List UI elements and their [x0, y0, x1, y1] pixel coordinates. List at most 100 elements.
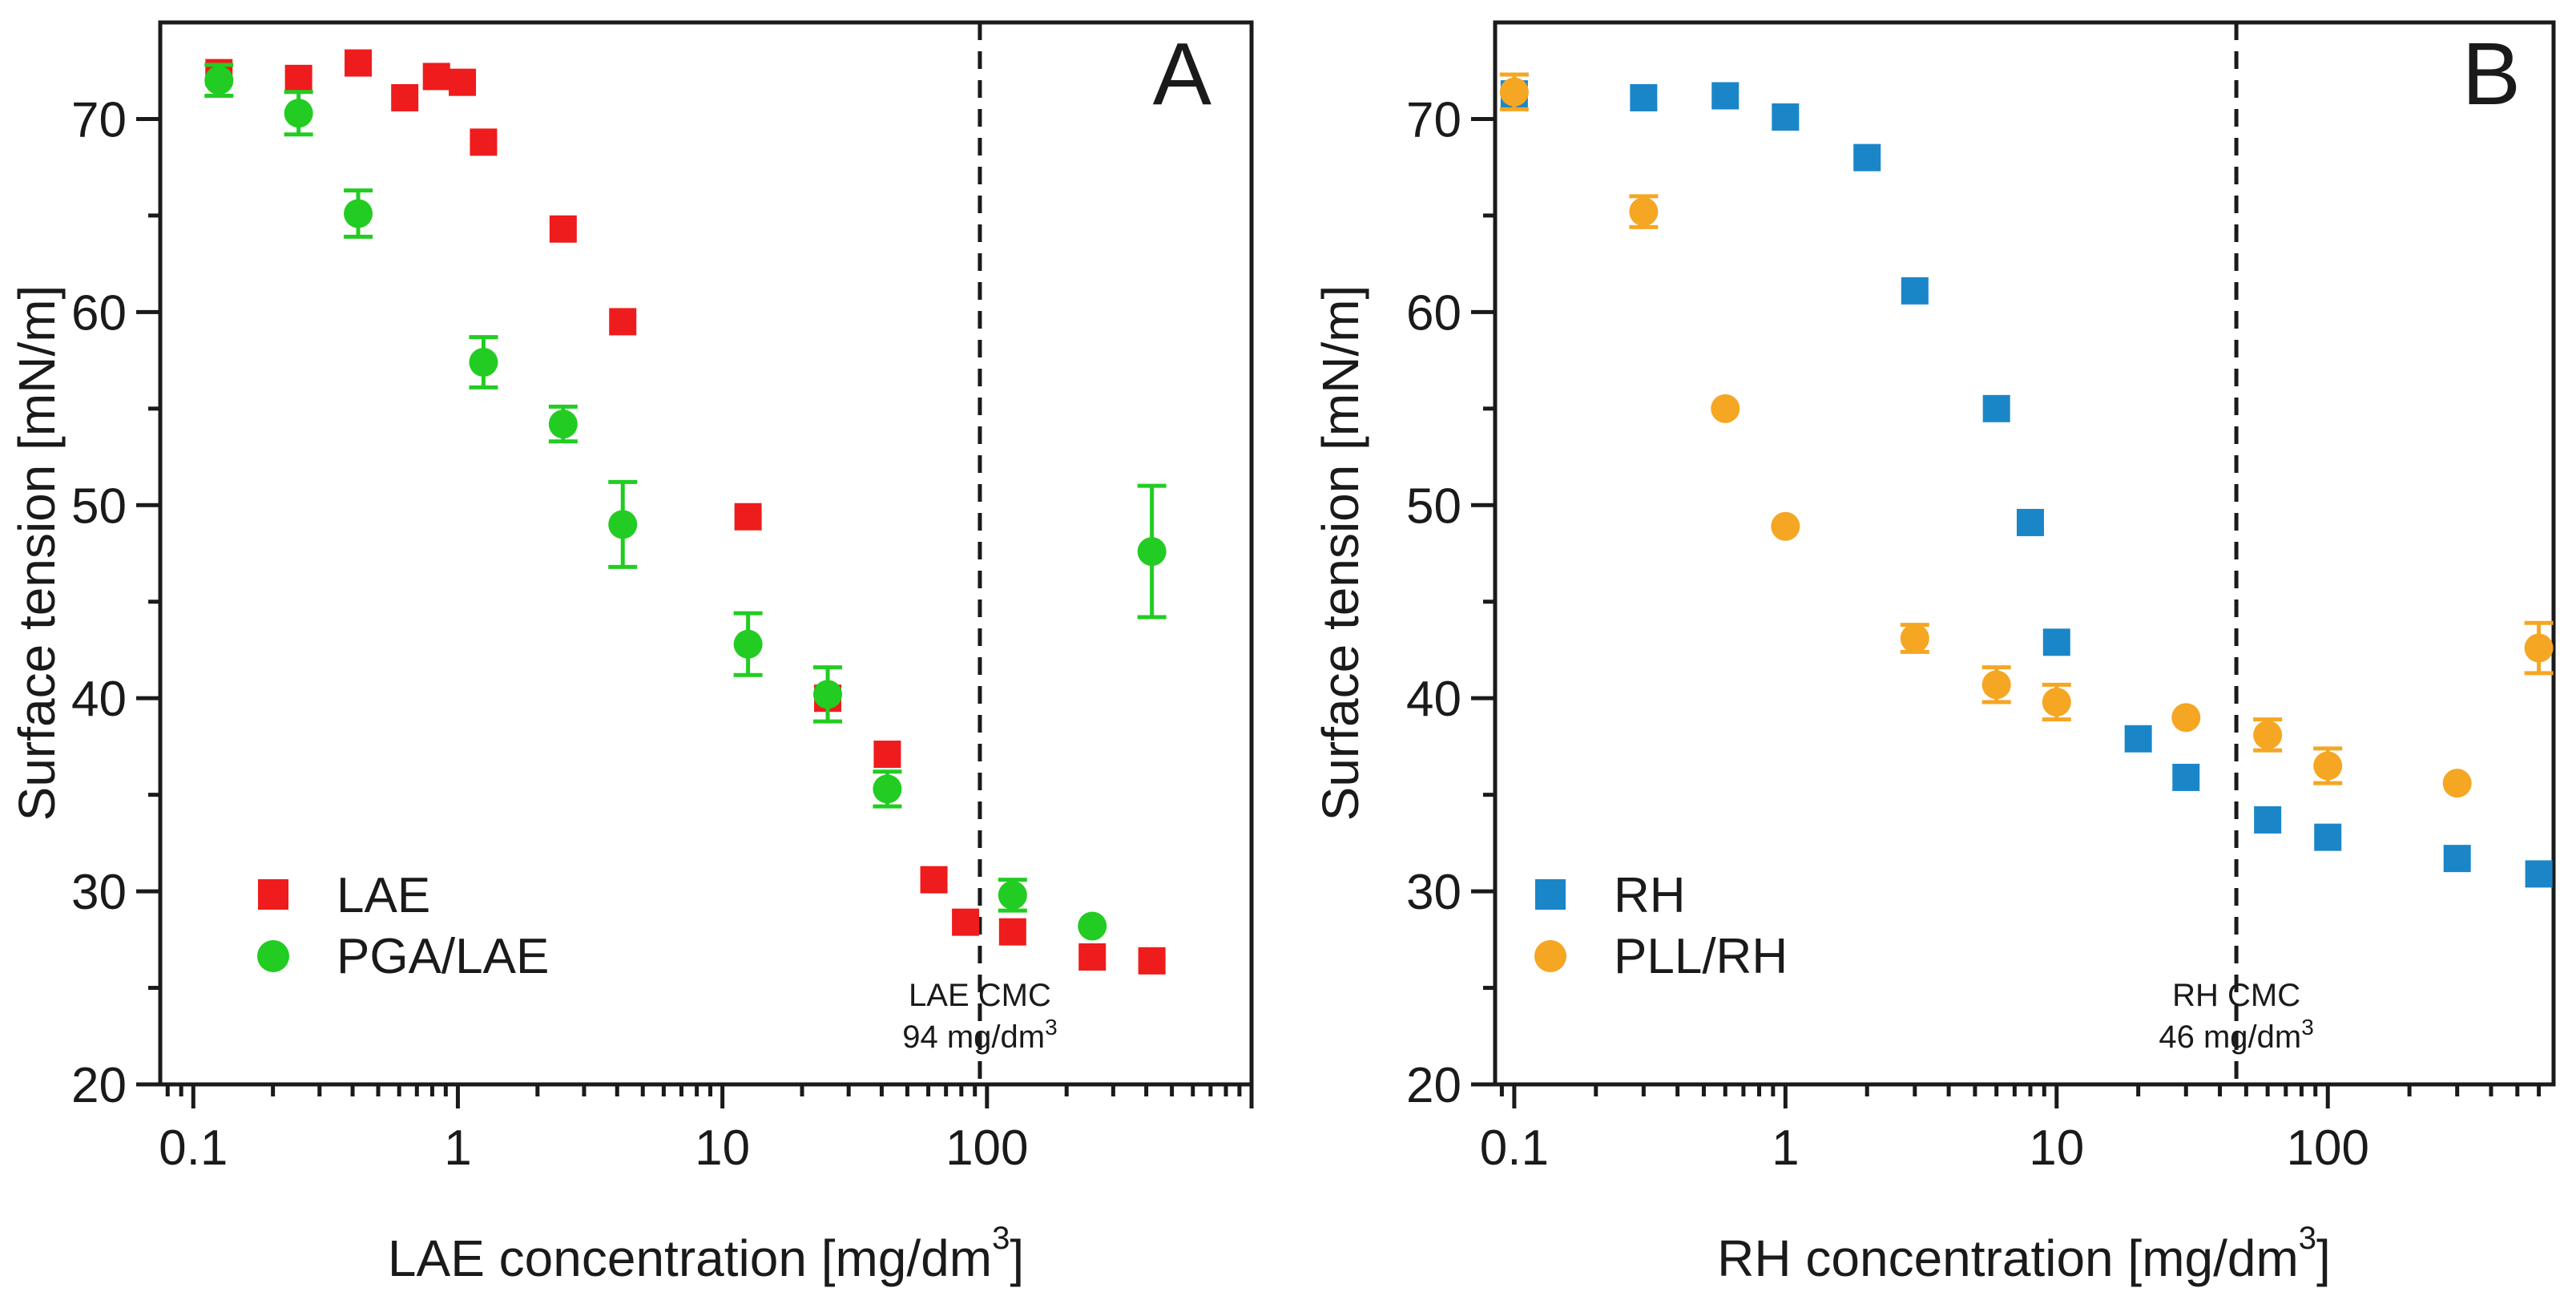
pll-rh-point: [1981, 670, 2011, 700]
pga-lae-point: [284, 99, 313, 128]
rh-point: [1982, 394, 2010, 422]
pga-lae-point: [813, 680, 843, 709]
panel-b-ytick-label: 40: [1406, 672, 1461, 727]
pll-rh-point: [1629, 197, 1659, 227]
pga-lae-point: [1078, 911, 1107, 941]
y-axis-title-a: Surface tension [mN/m]: [8, 285, 66, 822]
legend-label-pll-rh: PLL/RH: [1614, 929, 1788, 984]
pga-lae-point: [733, 629, 763, 659]
lae-point: [952, 908, 980, 936]
panel-b-xtick-label: 1: [1772, 1120, 1799, 1176]
pll-rh-point: [1711, 394, 1740, 423]
panel-a-xtick-label: 0.1: [159, 1120, 228, 1176]
lae-point: [549, 215, 577, 243]
lae-point: [391, 83, 419, 111]
pga-lae-point: [873, 774, 902, 804]
plot-frame-b: [1493, 20, 2556, 1087]
rh-point: [2254, 805, 2282, 834]
pll-rh-point: [1499, 77, 1529, 107]
panel-a-ytick-label: 40: [71, 672, 127, 727]
panel-a-ytick-label: 60: [71, 285, 127, 341]
lae-point: [345, 49, 373, 77]
x-axis-ticks-b: 0.1 1 10 100: [1480, 1084, 2542, 1176]
plot-frame-a: [158, 20, 1254, 1087]
lae-point: [449, 68, 477, 96]
lae-point: [1078, 943, 1107, 971]
rh-point: [2016, 508, 2044, 536]
lae-point: [284, 64, 312, 92]
pll-rh-point: [2313, 751, 2343, 781]
lae-point: [998, 918, 1026, 946]
cmc-label-b: RH CMC: [2172, 978, 2300, 1013]
y-axis-title-b: Surface tension [mN/m]: [1312, 285, 1369, 822]
panel-letter-a: A: [1153, 25, 1212, 123]
panel-letter-b: B: [2462, 25, 2521, 123]
rh-point: [2042, 628, 2070, 656]
y-axis-ticks-a: 20 30 40 50 60 70: [71, 92, 160, 1113]
legend-marker-rh: [1535, 879, 1566, 910]
rh-point: [2314, 823, 2342, 851]
panel-b-xtick-label: 0.1: [1480, 1120, 1549, 1176]
panel-a-ytick-label: 20: [71, 1058, 127, 1113]
x-axis-title-b: RH concentration [mg/dm3]: [1717, 1221, 2331, 1287]
pll-rh-point: [1771, 511, 1800, 541]
rh-point: [2172, 763, 2200, 791]
lae-point: [920, 866, 948, 894]
pga-lae-point: [548, 410, 578, 439]
pga-lae-point: [608, 510, 638, 539]
lae-point: [734, 503, 762, 531]
pll-rh-point: [2442, 769, 2472, 798]
rh-point: [1772, 103, 1800, 131]
legend-marker-lae: [258, 879, 288, 910]
lae-point: [422, 63, 450, 91]
cmc-value-a: 94 mg/dm3: [902, 1015, 1057, 1055]
panel-a-ytick-label: 50: [71, 478, 127, 534]
pll-rh-point: [2524, 633, 2554, 663]
pga-lae-point: [1137, 537, 1167, 567]
rh-point: [1711, 82, 1740, 110]
panel-a-xtick-label: 100: [945, 1120, 1028, 1176]
panel-a-xtick-label: 1: [444, 1120, 471, 1176]
legend-label-lae: LAE: [337, 868, 430, 923]
data-points-b: [1499, 72, 2554, 888]
rh-point: [2443, 845, 2471, 873]
panel-b-ytick-label: 60: [1406, 285, 1461, 341]
pll-rh-point: [2253, 720, 2283, 749]
cmc-label-a: LAE CMC: [909, 978, 1051, 1013]
x-axis-ticks-a: 0.1 1 10 100: [159, 1084, 1254, 1176]
pga-lae-point: [469, 348, 498, 377]
pga-lae-point: [204, 66, 234, 95]
pll-rh-point: [2171, 703, 2201, 733]
panel-a-ytick-label: 70: [71, 92, 127, 147]
panel-b-xtick-label: 10: [2029, 1120, 2084, 1176]
pll-rh-point: [2042, 688, 2071, 717]
panel-a-xtick-label: 10: [695, 1120, 750, 1176]
legend-marker-pga-lae: [257, 940, 289, 972]
pll-rh-point: [1900, 624, 1929, 653]
pga-lae-point: [998, 880, 1027, 910]
panel-b-ytick-label: 50: [1406, 478, 1461, 534]
panel-a: 20 30 40 50 60 70 0.1 1 10 100 LAE CMC 94 mg/dm3…: [8, 20, 1254, 1287]
rh-point: [1630, 83, 1658, 111]
legend-label-rh: RH: [1614, 868, 1686, 923]
lae-point: [873, 741, 901, 769]
lae-point: [470, 128, 498, 156]
lae-point: [1138, 947, 1166, 975]
rh-point: [2124, 725, 2152, 753]
lae-point: [609, 308, 637, 336]
rh-point: [1901, 277, 1929, 305]
panel-b-ytick-label: 20: [1406, 1058, 1461, 1113]
x-axis-title-a: LAE concentration [mg/dm3]: [388, 1221, 1024, 1287]
legend-label-pga-lae: PGA/LAE: [337, 929, 549, 984]
panel-b-ytick-label: 70: [1406, 92, 1461, 147]
panel-a-ytick-label: 30: [71, 865, 127, 920]
panel-b-xtick-label: 100: [2287, 1120, 2369, 1176]
pga-lae-point: [344, 199, 373, 228]
legend-a: LAE PGA/LAE: [257, 868, 549, 984]
legend-b: RH PLL/RH: [1534, 868, 1788, 984]
rh-point: [2525, 860, 2553, 888]
legend-marker-pll-rh: [1534, 940, 1566, 972]
y-axis-ticks-b: 20 30 40 50 60 70: [1406, 92, 1495, 1113]
